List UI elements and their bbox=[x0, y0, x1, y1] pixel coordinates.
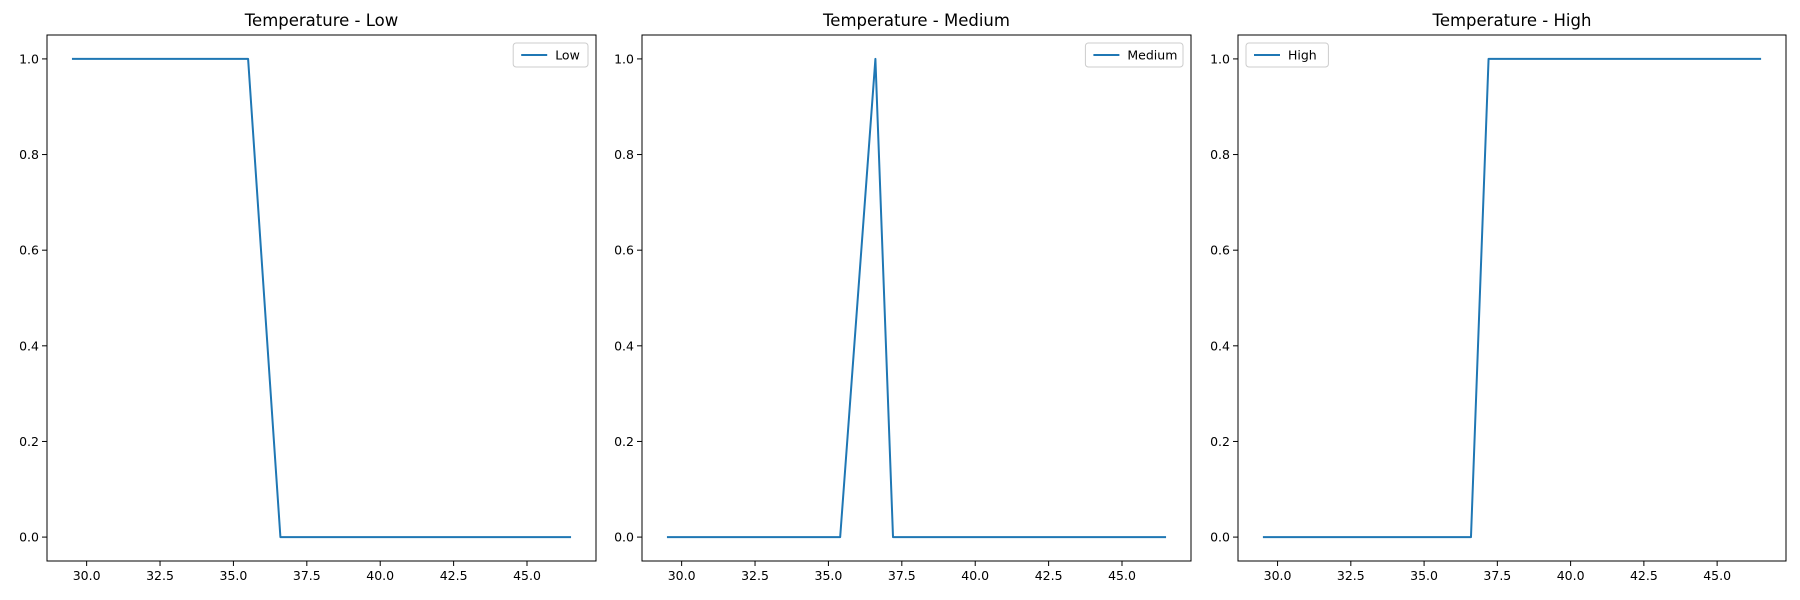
chart-title: Temperature - Medium bbox=[822, 11, 1010, 30]
chart-title: Temperature - Low bbox=[244, 11, 398, 30]
axes-frame bbox=[641, 34, 1192, 562]
axes-frame bbox=[46, 34, 597, 562]
x-tick-label: 45.0 bbox=[1703, 568, 1731, 583]
y-tick-label: 0.2 bbox=[1210, 434, 1230, 449]
x-tick-label: 40.0 bbox=[366, 568, 394, 583]
legend-box bbox=[512, 42, 589, 68]
chart-title: Temperature - High bbox=[1432, 11, 1592, 30]
y-tick-label: 0.0 bbox=[19, 530, 39, 545]
legend: Low bbox=[512, 42, 589, 68]
x-tick-label: 35.0 bbox=[815, 568, 843, 583]
axes-frame bbox=[1237, 34, 1787, 562]
legend-label: High bbox=[1288, 48, 1317, 63]
y-tick-label: 0.0 bbox=[1210, 530, 1230, 545]
x-tick-label: 30.0 bbox=[73, 568, 101, 583]
legend-box bbox=[1084, 42, 1184, 68]
x-tick-label: 35.0 bbox=[220, 568, 248, 583]
x-tick-label: 35.0 bbox=[1410, 568, 1438, 583]
y-tick-label: 0.4 bbox=[614, 338, 634, 353]
series-line-medium bbox=[666, 57, 1167, 539]
y-tick-label: 0.4 bbox=[19, 338, 39, 353]
y-tick-label: 1.0 bbox=[614, 51, 634, 66]
series-line-high bbox=[1262, 57, 1762, 539]
x-tick-label: 45.0 bbox=[1108, 568, 1136, 583]
legend: Medium bbox=[1084, 42, 1184, 68]
y-tick-label: 0.2 bbox=[19, 434, 39, 449]
legend: High bbox=[1245, 42, 1329, 68]
y-tick-label: 0.8 bbox=[614, 147, 634, 162]
x-tick-label: 37.5 bbox=[888, 568, 916, 583]
x-tick-label: 30.0 bbox=[668, 568, 696, 583]
y-tick-label: 0.4 bbox=[1210, 338, 1230, 353]
legend-label: Low bbox=[555, 48, 580, 63]
subplot-2: 30.0 32.5 35.0 37.5 40.0 42.5 45.0 0.0 0.2 0.4 0.6… bbox=[614, 11, 1192, 583]
x-tick-label: 32.5 bbox=[741, 568, 769, 583]
y-tick-label: 0.8 bbox=[19, 147, 39, 162]
series-line-low bbox=[71, 57, 572, 539]
y-tick-label: 1.0 bbox=[19, 51, 39, 66]
x-tick-label: 32.5 bbox=[1337, 568, 1365, 583]
x-tick-label: 40.0 bbox=[1557, 568, 1585, 583]
x-tick-label: 45.0 bbox=[513, 568, 541, 583]
y-tick-label: 0.2 bbox=[614, 434, 634, 449]
x-tick-label: 37.5 bbox=[1483, 568, 1511, 583]
x-tick-label: 30.0 bbox=[1264, 568, 1292, 583]
y-tick-label: 1.0 bbox=[1210, 51, 1230, 66]
y-tick-label: 0.6 bbox=[614, 243, 634, 258]
subplot-1: 30.0 32.5 35.0 37.5 40.0 42.5 45.0 0.0 0.2 0.4 0.6… bbox=[19, 11, 597, 583]
y-tick-label: 0.8 bbox=[1210, 147, 1230, 162]
subplot-3: 30.0 32.5 35.0 37.5 40.0 42.5 45.0 0.0 0.2 0.4 0.6… bbox=[1210, 11, 1787, 583]
x-tick-label: 42.5 bbox=[1035, 568, 1063, 583]
legend-box bbox=[1245, 42, 1329, 68]
y-tick-label: 0.6 bbox=[1210, 243, 1230, 258]
y-tick-label: 0.6 bbox=[19, 243, 39, 258]
x-tick-label: 37.5 bbox=[293, 568, 321, 583]
x-tick-label: 40.0 bbox=[961, 568, 989, 583]
x-tick-label: 32.5 bbox=[146, 568, 174, 583]
legend-label: Medium bbox=[1127, 48, 1177, 63]
x-tick-label: 42.5 bbox=[440, 568, 468, 583]
y-tick-label: 0.0 bbox=[614, 530, 634, 545]
x-tick-label: 42.5 bbox=[1630, 568, 1658, 583]
